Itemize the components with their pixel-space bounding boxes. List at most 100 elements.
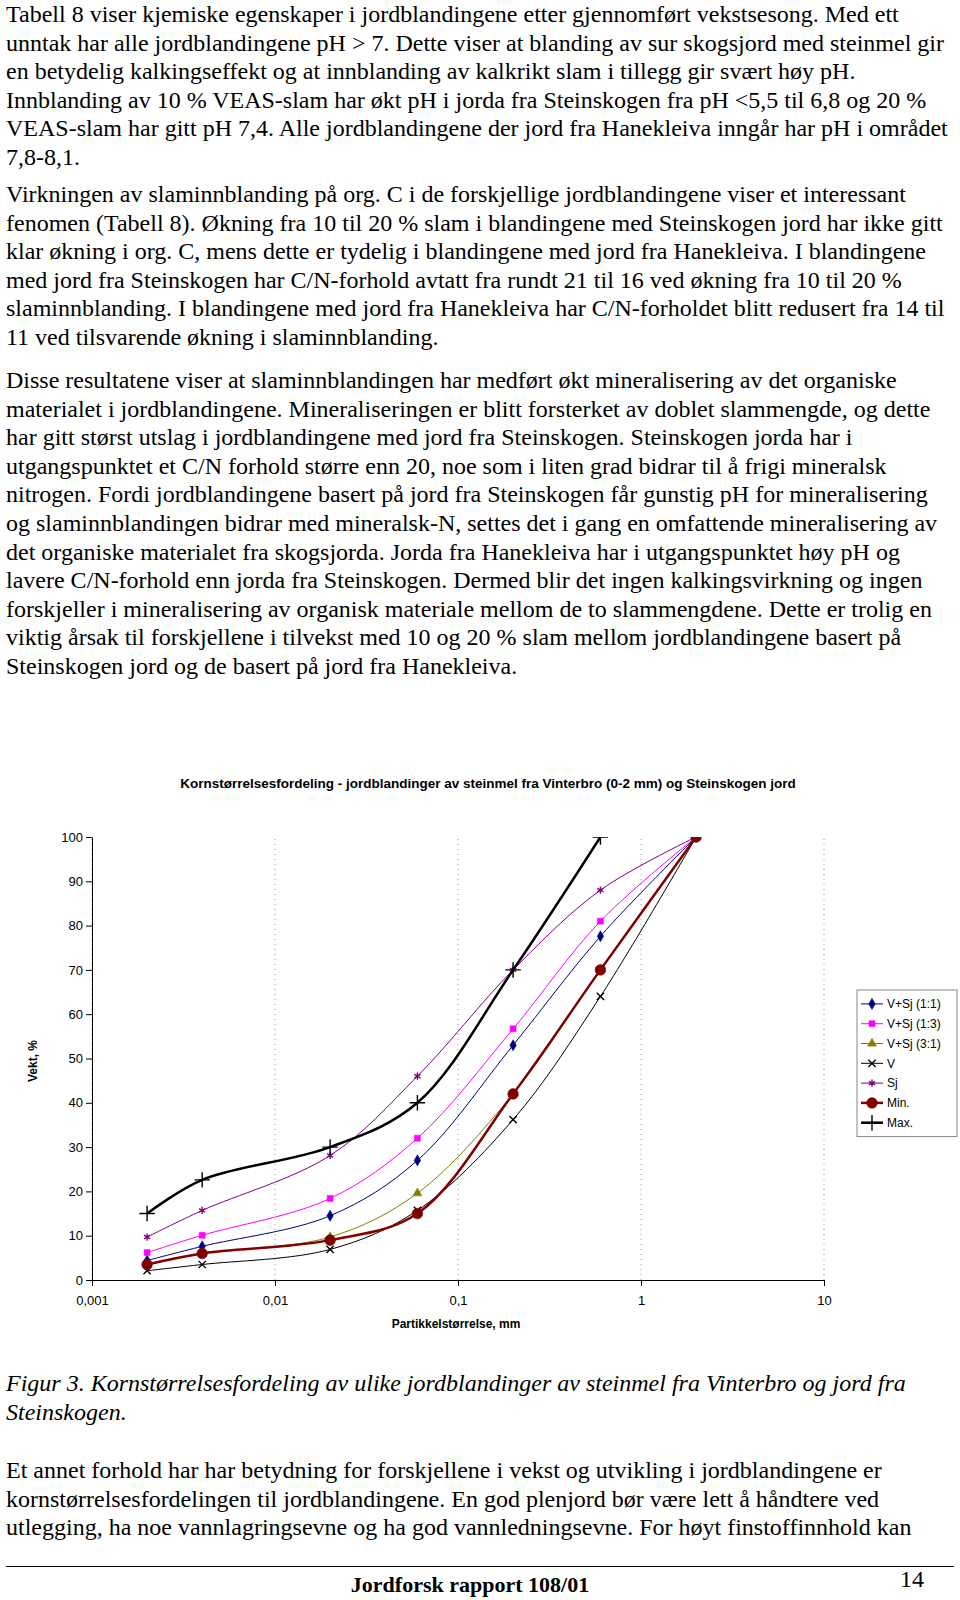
chart: Kornstørrelsesfordeling - jordblandinger… [0,750,960,1350]
tick: 90 [69,874,92,889]
tick-mark [86,881,92,882]
tick: 10 [69,1228,92,1243]
tick-label: 20 [69,1184,83,1199]
grid-line [641,837,642,1280]
data-point [691,837,702,842]
series-line [147,837,696,1237]
tick-mark [458,1280,459,1286]
legend-label: Min. [887,1096,910,1110]
data-point [414,1135,420,1141]
paragraph: Disse resultatene viser at slaminnblandi… [6,366,954,681]
tick-label: 40 [69,1095,83,1110]
tick: 0 [76,1273,92,1288]
tick-mark [641,1280,642,1286]
tick-mark [86,1014,92,1015]
legend-item: V+Sj (1:3) [861,1017,941,1031]
series-line [147,837,696,1264]
tick: 70 [69,963,92,978]
grid-line [824,837,825,1280]
tick-mark [86,970,92,971]
tick-mark [824,1280,825,1286]
data-point [597,931,603,942]
data-point [414,1073,420,1080]
plot-area [139,837,701,1274]
legend-label: Max. [887,1116,913,1130]
legend-box [857,990,957,1137]
tick: 0,1 [449,1280,467,1308]
data-point [327,1210,333,1221]
paragraph: Virkningen av slaminnblanding på org. C … [6,180,954,352]
tick: 60 [69,1007,92,1022]
tick: 10 [817,1280,831,1308]
data-point [325,1235,336,1246]
series-line [147,837,696,1264]
tick-mark [86,926,92,927]
tick-label: 0,01 [263,1293,288,1308]
tick-mark [86,837,92,838]
tick-label: 80 [69,918,83,933]
data-point [508,1089,519,1100]
page-number: 14 [900,1566,924,1593]
data-point [597,918,603,924]
x-axis: 0,0010,010,1110 [76,1280,832,1308]
tick-label: 50 [69,1051,83,1066]
legend-label: V [887,1057,895,1071]
data-point [510,1040,516,1051]
tick: 40 [69,1095,92,1110]
legend-marker [869,1021,875,1027]
tick: 80 [69,918,92,933]
data-point [510,1026,516,1032]
series-line [147,837,696,1261]
legend-label: V+Sj (1:1) [887,997,941,1011]
legend-label: V+Sj (1:3) [887,1017,941,1031]
legend-label: Sj [887,1076,898,1090]
legend-marker [868,1060,875,1067]
tick-label: 70 [69,963,83,978]
y-axis: 0 10 20 30 40 50 60 70 80 90 100 [61,830,92,1288]
tick: 20 [69,1184,92,1199]
legend-marker [864,1115,879,1130]
data-point [144,1250,150,1256]
footer-rule [6,1566,954,1567]
data-point [414,1155,420,1166]
data-point [509,1116,516,1123]
tick-mark [86,1280,92,1281]
axis-line [92,838,93,1281]
chart-title: Kornstørrelsesfordeling - jordblandinger… [180,776,796,791]
data-point [410,1095,425,1110]
tick-label: 10 [817,1293,831,1308]
x-axis-title: Partikkelstørrelse, mm [392,1317,521,1331]
series-line [147,837,600,1214]
grid-line [275,837,276,1280]
tick-mark [86,1191,92,1192]
tick: 100 [61,830,92,845]
data-point [139,1206,154,1221]
legend-item: V [861,1057,895,1071]
tick-mark [86,1103,92,1104]
figure-caption: Figur 3. Kornstørrelsesfordeling av ulik… [6,1369,954,1426]
data-point [199,1207,205,1214]
data-point [595,965,606,976]
tick-mark [275,1280,276,1286]
legend-item: Sj [861,1076,898,1090]
legend: V+Sj (1:1) V+Sj (1:3) V+Sj (3:1) V Sj Min. Max… [857,990,957,1137]
data-point [326,1246,333,1253]
data-point [197,1248,208,1259]
legend-label: V+Sj (3:1) [887,1037,941,1051]
tick-label: 1 [638,1293,645,1308]
series-line [147,837,696,1271]
data-point [413,1188,422,1196]
data-point [144,1233,150,1240]
tick-label: 30 [69,1140,83,1155]
tick-mark [92,1280,93,1286]
legend-item: Max. [861,1115,913,1130]
paragraph: Et annet forhold har har betydning for f… [6,1456,954,1542]
tick-mark [86,1147,92,1148]
tick: 0,01 [263,1280,288,1308]
tick-label: 0 [76,1273,83,1288]
tick-label: 0,1 [449,1293,467,1308]
data-point [199,1261,206,1268]
page: { "paragraphs": [ "Tabell 8 viser kjemis… [0,0,960,1600]
tick: 1 [638,1280,645,1308]
tick-label: 10 [69,1228,83,1243]
